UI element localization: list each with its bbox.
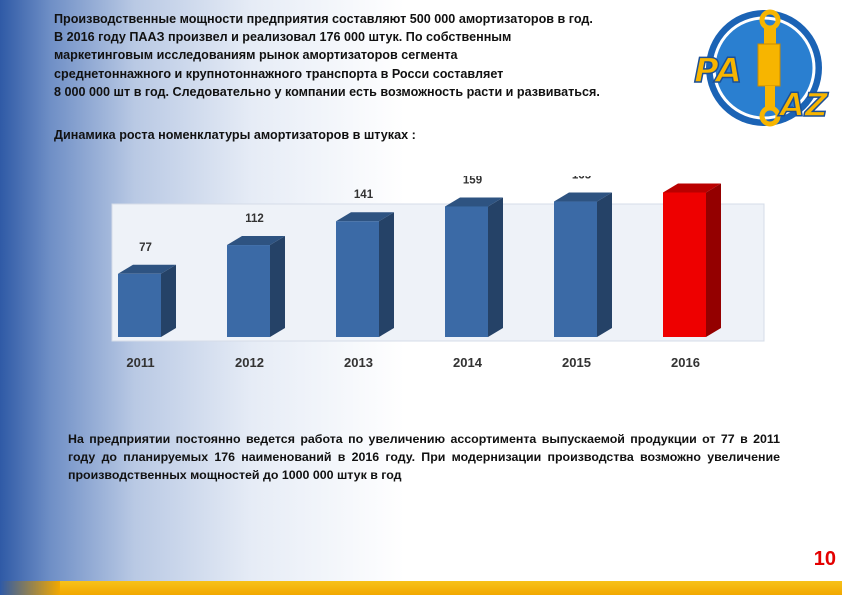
category-label: 2011: [126, 355, 154, 370]
plot-area: [111, 203, 765, 342]
bottom-text: На предприятии постоянно ведется работа …: [68, 432, 780, 482]
shock-absorber-icon: [757, 9, 781, 127]
data-label: 112: [245, 213, 264, 225]
logo-text-bottom: AZ: [777, 86, 829, 124]
category-label: 2015: [562, 355, 591, 370]
intro-line: маркетинговым исследованиям рынок аморти…: [54, 48, 458, 63]
bar: [663, 183, 721, 337]
bar: [118, 264, 176, 337]
data-label: 159: [463, 176, 482, 186]
category-label: 2016: [671, 355, 700, 370]
bar: [445, 197, 503, 337]
data-label: 141: [354, 189, 374, 201]
category-label: 2012: [235, 355, 264, 370]
intro-line: Производственные мощности предприятия со…: [54, 12, 593, 26]
category-label: 2014: [453, 355, 483, 370]
page-number: 10: [813, 548, 836, 570]
chart-subtitle: Динамика роста номенклатуры амортизаторо…: [54, 128, 416, 142]
bar: [227, 236, 285, 337]
intro-line: среднетоннажного и крупнотоннажного тран…: [54, 66, 504, 81]
logo-text-top: PA: [694, 51, 742, 91]
bar: [336, 212, 394, 337]
paaz-logo: PA AZ: [693, 9, 830, 127]
category-label: 2013: [344, 355, 373, 370]
intro-text: Производственные мощности предприятия со…: [54, 10, 714, 101]
data-label: 77: [139, 242, 152, 254]
intro-line: 8 000 000 шт в год. Следовательно у комп…: [54, 84, 600, 99]
bottom-bar: [0, 581, 842, 595]
intro-line: В 2016 году ПААЗ произвел и реализовал 1…: [54, 30, 512, 45]
bar: [554, 192, 612, 337]
data-label: 165: [572, 176, 592, 182]
bottom-bar-accent: [0, 581, 60, 595]
bar-chart: 7720111122012141201315920141652015176201…: [111, 176, 765, 370]
